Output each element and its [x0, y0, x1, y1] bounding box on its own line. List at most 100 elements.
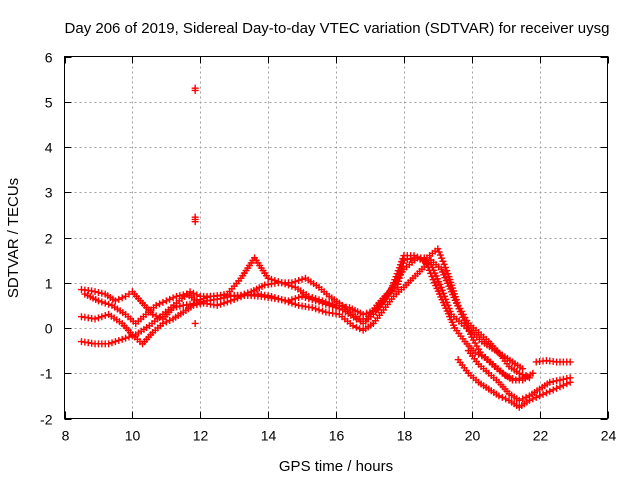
- data-point: [438, 254, 446, 262]
- data-point: [349, 322, 357, 330]
- data-point: [196, 300, 204, 308]
- data-point: [519, 395, 527, 403]
- data-point: [502, 395, 510, 403]
- data-point: [98, 313, 106, 321]
- data-point: [322, 298, 330, 306]
- data-point: [125, 333, 133, 341]
- data-point: [434, 245, 442, 253]
- data-point: [439, 257, 447, 265]
- data-point: [101, 299, 109, 307]
- y-tick-label: 0: [45, 321, 53, 337]
- data-point: [366, 308, 374, 316]
- data-point: [111, 297, 119, 305]
- data-point: [278, 279, 286, 287]
- data-point: [88, 287, 96, 295]
- data-point: [274, 295, 282, 303]
- y-tick-label: 5: [45, 95, 53, 111]
- data-point: [308, 293, 316, 301]
- series-track-f: [464, 347, 574, 404]
- data-point: [556, 383, 564, 391]
- data-point: [413, 253, 421, 261]
- data-point: [166, 316, 174, 324]
- data-point: [237, 293, 245, 301]
- y-tick-label: 3: [45, 185, 53, 201]
- data-point: [563, 375, 571, 383]
- data-point: [278, 296, 286, 304]
- data-point: [264, 274, 272, 282]
- data-point: [159, 319, 167, 327]
- data-point: [281, 297, 289, 305]
- data-point: [495, 392, 503, 400]
- x-tick-label: 10: [125, 428, 141, 444]
- series-track-d: [77, 245, 533, 382]
- data-point: [295, 276, 303, 284]
- data-point: [191, 319, 199, 327]
- x-axis-ticks: 8 10 12 14 16 18 20 22 24: [62, 56, 616, 444]
- data-point: [417, 255, 425, 263]
- data-point: [166, 295, 174, 303]
- data-points: [77, 84, 574, 411]
- data-point: [101, 312, 109, 320]
- data-point: [193, 291, 201, 299]
- data-point: [191, 86, 199, 94]
- data-point: [268, 292, 276, 300]
- data-point: [105, 300, 113, 308]
- data-point: [536, 392, 544, 400]
- data-point: [435, 248, 443, 256]
- x-tick-label: 14: [261, 428, 277, 444]
- data-point: [553, 384, 561, 392]
- data-point: [115, 295, 123, 303]
- y-axis-ticks: -2 -1 0 1 2 3 4 5 6: [40, 50, 608, 428]
- x-tick-label: 20: [465, 428, 481, 444]
- y-tick-label: -2: [40, 412, 53, 428]
- data-point: [108, 339, 116, 347]
- data-point: [162, 297, 170, 305]
- data-point: [118, 294, 126, 302]
- data-point: [539, 390, 547, 398]
- data-point: [352, 323, 360, 331]
- data-point: [429, 276, 437, 284]
- data-point: [152, 301, 160, 309]
- data-point: [234, 294, 242, 302]
- data-point: [522, 393, 530, 401]
- data-point: [94, 288, 102, 296]
- data-point: [94, 297, 102, 305]
- data-point: [318, 307, 326, 315]
- data-point: [288, 282, 296, 290]
- data-point: [315, 296, 323, 304]
- x-tick-label: 16: [329, 428, 345, 444]
- data-point: [268, 275, 276, 283]
- data-point: [549, 378, 557, 386]
- data-point: [91, 288, 99, 296]
- data-point: [220, 299, 228, 307]
- data-point: [288, 299, 296, 307]
- y-tick-label: 2: [45, 231, 53, 247]
- data-point: [498, 393, 506, 401]
- data-point: [305, 292, 313, 300]
- data-point: [105, 340, 113, 348]
- data-point: [559, 381, 567, 389]
- data-point: [94, 314, 102, 322]
- data-point: [318, 297, 326, 305]
- data-point: [189, 301, 197, 309]
- data-point: [281, 280, 289, 288]
- data-point: [230, 295, 238, 303]
- data-point: [284, 298, 292, 306]
- data-point: [515, 396, 523, 404]
- y-tick-label: 1: [45, 276, 53, 292]
- data-point: [515, 369, 523, 377]
- data-point: [441, 263, 449, 271]
- data-point: [227, 297, 235, 305]
- data-point: [359, 310, 367, 318]
- data-point: [325, 299, 333, 307]
- data-point: [162, 318, 170, 326]
- data-point: [193, 301, 201, 309]
- data-point: [369, 307, 377, 315]
- data-point: [149, 310, 157, 318]
- data-point: [440, 260, 448, 268]
- data-point: [315, 306, 323, 314]
- data-point: [271, 293, 279, 301]
- data-point: [156, 300, 164, 308]
- data-point: [298, 275, 306, 283]
- data-point: [312, 305, 320, 313]
